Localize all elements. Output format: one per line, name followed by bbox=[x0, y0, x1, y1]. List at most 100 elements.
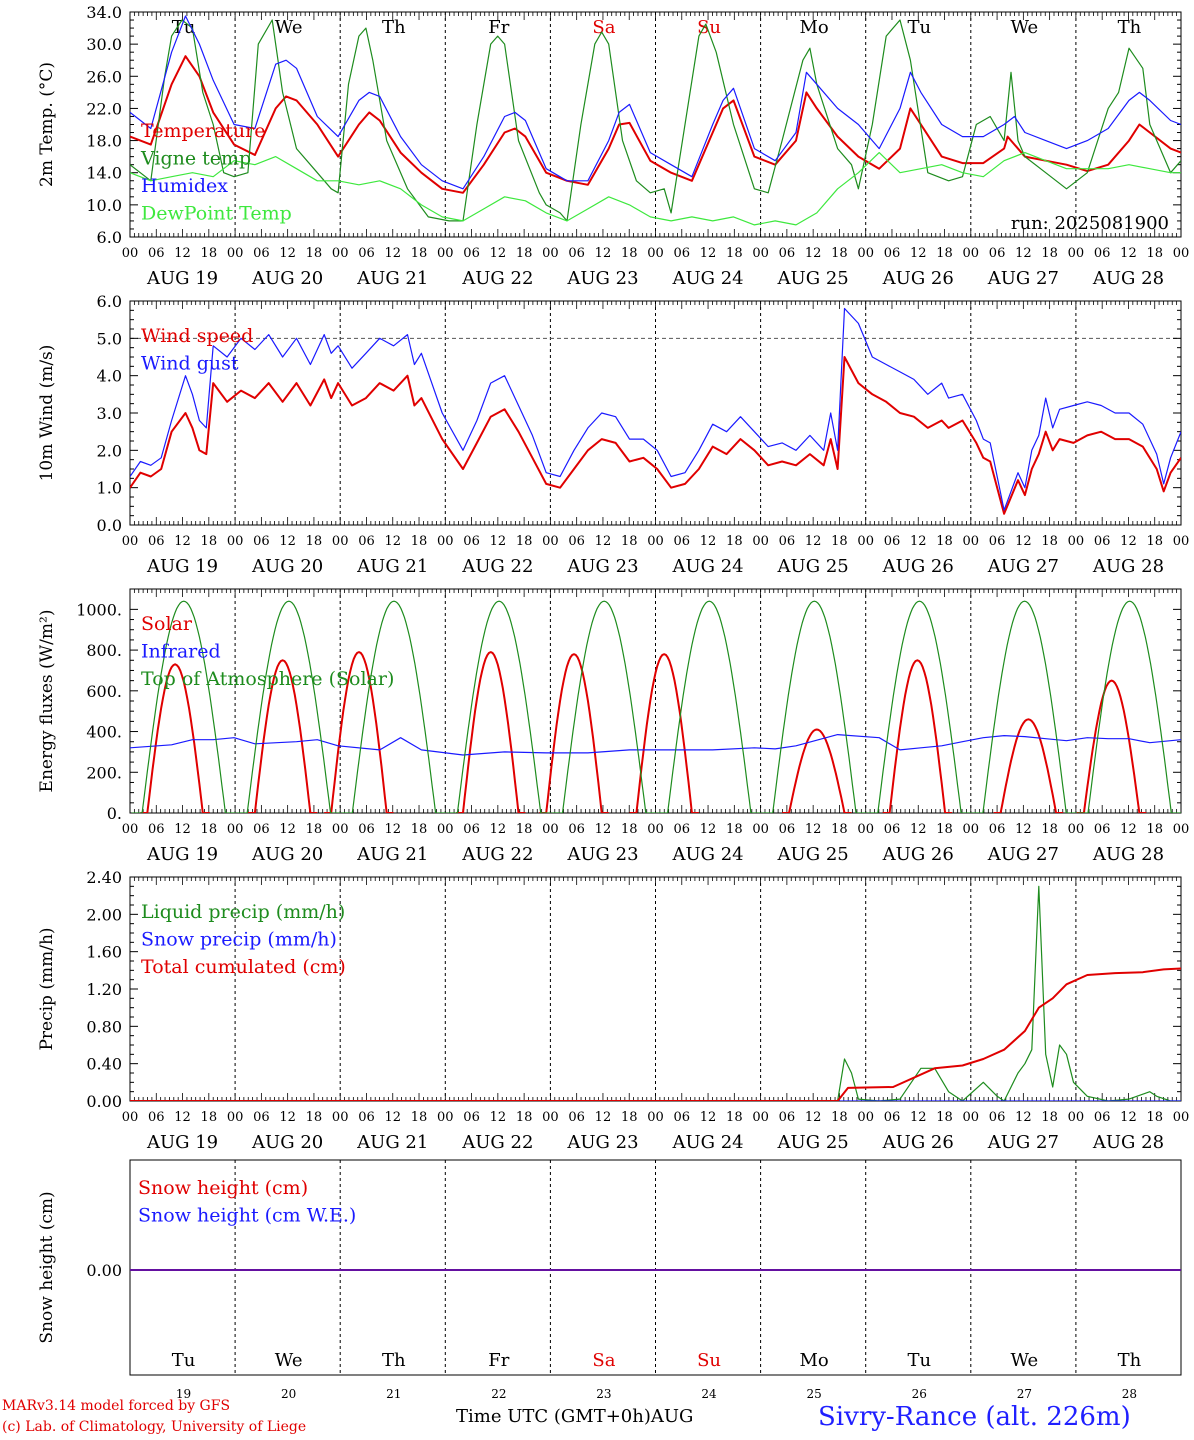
series-wind-gust bbox=[130, 307, 1181, 511]
weekday-label: Th bbox=[382, 1350, 406, 1371]
hour-tick-label: 06 bbox=[148, 534, 165, 549]
hour-tick-label: 06 bbox=[989, 822, 1006, 837]
date-label: AUG 23 bbox=[566, 556, 638, 577]
y-axis-label: Snow height (cm) bbox=[37, 1191, 57, 1343]
y-tick-label: 3.0 bbox=[97, 404, 122, 423]
series-group bbox=[130, 15, 1181, 226]
hour-tick-label: 00 bbox=[1173, 246, 1190, 261]
hour-tick-label: 18 bbox=[1041, 822, 1058, 837]
legend-entry: Top of Atmosphere (Solar) bbox=[141, 668, 394, 690]
hour-tick-label: 06 bbox=[148, 1110, 165, 1125]
hour-tick-label: 18 bbox=[516, 534, 533, 549]
series-solar-day bbox=[1076, 679, 1147, 813]
hour-tick-label: 06 bbox=[674, 246, 691, 261]
y-tick-label: 0.80 bbox=[86, 1017, 122, 1036]
hour-tick-label: 06 bbox=[779, 822, 796, 837]
day-number-label: 25 bbox=[807, 1387, 822, 1400]
hour-tick-label: 00 bbox=[647, 822, 664, 837]
y-tick-label: 6.0 bbox=[97, 292, 122, 311]
hour-tick-label: 00 bbox=[963, 1110, 980, 1125]
panel-2: 0.0 1.0 2.0 3.0 4.0 5.0 6.0 10m Wind (m/s) 00 06 1… bbox=[37, 292, 1189, 577]
date-label: AUG 20 bbox=[251, 556, 323, 577]
hour-tick-label: 00 bbox=[332, 246, 349, 261]
hour-tick-label: 18 bbox=[621, 534, 638, 549]
hour-tick-label: 00 bbox=[857, 1110, 874, 1125]
hour-tick-label: 18 bbox=[831, 822, 848, 837]
hour-tick-label: 18 bbox=[726, 822, 743, 837]
hour-tick-label: 12 bbox=[384, 534, 401, 549]
date-label: AUG 19 bbox=[146, 556, 218, 577]
hour-tick-label: 18 bbox=[1041, 534, 1058, 549]
y-tick-label: 26.0 bbox=[86, 67, 122, 86]
hour-tick-label: 00 bbox=[542, 1110, 559, 1125]
series-solar-day bbox=[247, 659, 318, 813]
y-tick-label: 1.60 bbox=[86, 943, 122, 962]
y-tick-label: 10.0 bbox=[86, 196, 122, 215]
weekday-label: We bbox=[1011, 1350, 1039, 1371]
hour-tick-label: 12 bbox=[910, 822, 927, 837]
series-top-of-atmosphere-solar--day bbox=[867, 600, 972, 813]
day-number-label: 20 bbox=[281, 1387, 296, 1400]
hour-tick-label: 12 bbox=[279, 1110, 296, 1125]
series-solar-day bbox=[629, 653, 699, 813]
y-axis-label: Precip (mm/h) bbox=[37, 927, 57, 1050]
hour-tick-label: 12 bbox=[910, 246, 927, 261]
hour-tick-label: 00 bbox=[542, 534, 559, 549]
hour-tick-label: 00 bbox=[1068, 1110, 1085, 1125]
hour-tick-label: 12 bbox=[1120, 1110, 1137, 1125]
hour-tick-label: 18 bbox=[201, 1110, 218, 1125]
date-label: AUG 26 bbox=[882, 844, 954, 865]
hour-tick-label: 00 bbox=[857, 534, 874, 549]
hour-tick-label: 18 bbox=[1146, 534, 1163, 549]
y-tick-label: 2.00 bbox=[86, 905, 122, 924]
y-tick-label: 18.0 bbox=[86, 132, 122, 151]
hour-tick-label: 12 bbox=[174, 1110, 191, 1125]
date-label: AUG 24 bbox=[671, 556, 743, 577]
hour-tick-label: 12 bbox=[700, 1110, 717, 1125]
hour-tick-label: 18 bbox=[621, 822, 638, 837]
series-top-of-atmosphere-solar--day bbox=[131, 600, 236, 813]
series-total-cumulated-cm- bbox=[130, 967, 1181, 1101]
hour-tick-label: 12 bbox=[490, 534, 507, 549]
hour-tick-label: 18 bbox=[726, 534, 743, 549]
hour-tick-label: 12 bbox=[700, 246, 717, 261]
y-tick-label: 4.0 bbox=[97, 367, 122, 386]
hour-tick-label: 18 bbox=[411, 534, 428, 549]
hour-tick-label: 12 bbox=[490, 246, 507, 261]
weekday-label: Fr bbox=[488, 17, 509, 38]
legend-entry: Total cumulated (cm) bbox=[141, 956, 346, 978]
hour-tick-label: 06 bbox=[463, 534, 480, 549]
series-top-of-atmosphere-solar--day bbox=[236, 600, 341, 813]
hour-tick-label: 06 bbox=[358, 246, 375, 261]
hour-tick-label: 00 bbox=[752, 1110, 769, 1125]
y-tick-label: 6.0 bbox=[97, 228, 122, 247]
panel-1: 6.0 10.0 14.0 18.0 22.0 26.0 30.0 34.0 2m Temp. … bbox=[37, 3, 1189, 289]
hour-tick-label: 18 bbox=[726, 1110, 743, 1125]
weekday-label: Su bbox=[697, 17, 721, 38]
hour-tick-label: 18 bbox=[831, 246, 848, 261]
weekday-label: Tu bbox=[172, 17, 196, 38]
hour-tick-label: 06 bbox=[884, 534, 901, 549]
hour-tick-label: 00 bbox=[437, 1110, 454, 1125]
hour-tick-label: 18 bbox=[1041, 1110, 1058, 1125]
hour-tick-label: 12 bbox=[805, 534, 822, 549]
hour-tick-label: 00 bbox=[227, 822, 244, 837]
date-label: AUG 21 bbox=[356, 268, 428, 289]
day-number-label: 19 bbox=[176, 1387, 191, 1400]
hour-tick-label: 00 bbox=[437, 822, 454, 837]
hour-tick-label: 12 bbox=[805, 822, 822, 837]
hour-tick-label: 00 bbox=[332, 534, 349, 549]
series-infrared bbox=[130, 734, 1181, 756]
weekday-label: Tu bbox=[172, 1350, 196, 1371]
series-top-of-atmosphere-solar--day bbox=[657, 600, 762, 813]
weekday-label: Th bbox=[1118, 1350, 1142, 1371]
series-group bbox=[130, 600, 1181, 813]
hour-tick-label: 12 bbox=[595, 246, 612, 261]
hour-tick-label: 00 bbox=[227, 246, 244, 261]
hour-tick-label: 12 bbox=[490, 822, 507, 837]
hour-tick-label: 18 bbox=[936, 822, 953, 837]
hour-tick-label: 18 bbox=[306, 246, 323, 261]
hour-tick-label: 00 bbox=[1068, 246, 1085, 261]
hour-tick-label: 12 bbox=[1015, 534, 1032, 549]
date-label: AUG 28 bbox=[1092, 556, 1164, 577]
